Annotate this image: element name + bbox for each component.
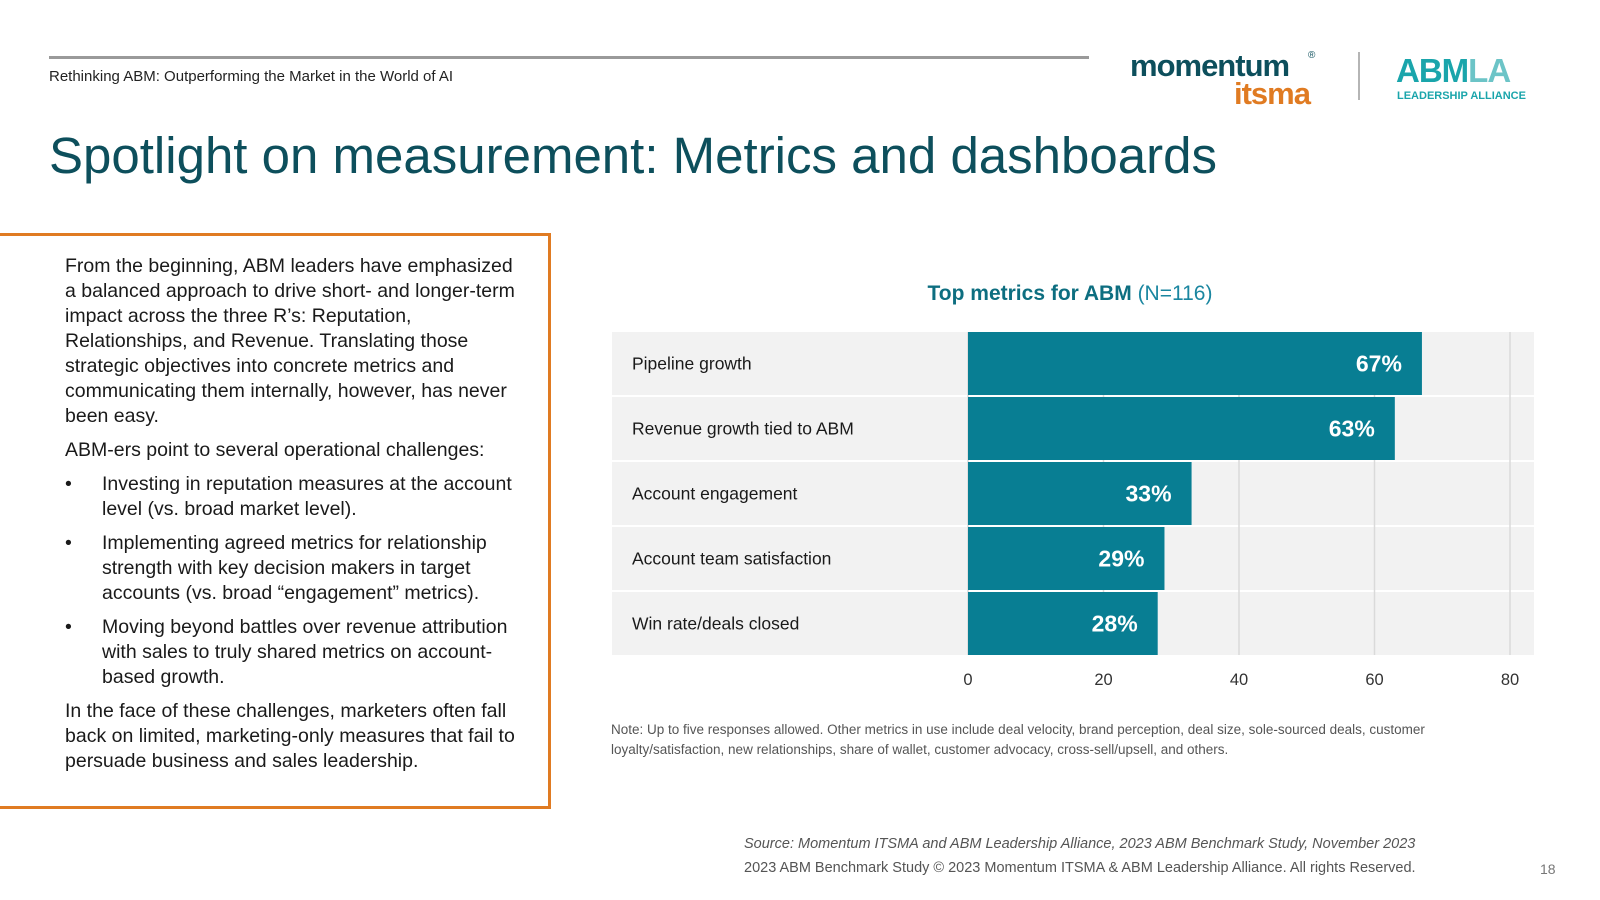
bullet-item: • Implementing agreed metrics for relatio…	[65, 531, 520, 606]
bar	[968, 397, 1395, 460]
logo-momentum-text: momentum	[1130, 48, 1290, 83]
bullet-marker: •	[65, 473, 72, 495]
data-label: 29%	[1098, 546, 1144, 572]
source-citation: Source: Momentum ITSMA and ABM Leadershi…	[744, 836, 1416, 852]
header-rule	[49, 56, 1089, 59]
bullet-text: Implementing agreed metrics for relation…	[102, 532, 487, 604]
bar	[968, 592, 1158, 655]
bar	[968, 527, 1165, 590]
logo-abmla-text: ABMLA	[1396, 52, 1511, 90]
x-tick-label: 60	[1365, 671, 1383, 689]
bullet-text: Investing in reputation measures at the …	[102, 473, 512, 520]
bullet-item: • Investing in reputation measures at the…	[65, 472, 520, 522]
bar	[968, 462, 1192, 525]
text-box: From the beginning, ABM leaders have emp…	[65, 254, 520, 783]
bullet-text: Moving beyond battles over revenue attri…	[102, 616, 508, 688]
bullet-item: • Moving beyond battles over revenue attr…	[65, 615, 520, 690]
x-tick-label: 80	[1501, 671, 1519, 689]
page-title: Spotlight on measurement: Metrics and da…	[49, 127, 1217, 184]
data-label: 28%	[1092, 611, 1138, 637]
page-number: 18	[1540, 861, 1556, 877]
x-tick-label: 40	[1230, 671, 1248, 689]
data-label: 33%	[1126, 481, 1172, 507]
x-tick-label: 20	[1094, 671, 1112, 689]
category-label: Account engagement	[632, 484, 798, 504]
data-label: 67%	[1356, 351, 1402, 377]
abmla-logo: ABMLA LEADERSHIP ALLIANCE	[1396, 48, 1566, 108]
challenges-lead: ABM-ers point to several operational cha…	[65, 439, 485, 461]
chart-title-main: Top metrics for ABM	[927, 282, 1132, 305]
logo-registered-mark: ®	[1308, 50, 1316, 61]
momentum-itsma-logo: momentum ® itsma	[1120, 46, 1340, 111]
data-label: 63%	[1329, 416, 1375, 442]
bullet-marker: •	[65, 532, 72, 554]
chart-title-sample-size: (N=116)	[1137, 282, 1213, 305]
intro-paragraph: From the beginning, ABM leaders have emp…	[65, 255, 515, 427]
closing-paragraph: In the face of these challenges, markete…	[65, 700, 515, 772]
category-label: Revenue growth tied to ABM	[632, 419, 854, 439]
text-box-border	[0, 233, 551, 809]
chart-title: Top metrics for ABM (N=116)	[600, 282, 1540, 306]
bar	[968, 332, 1422, 395]
logo-la-part: LA	[1468, 52, 1511, 89]
logo-divider	[1358, 52, 1360, 100]
logo-abmla-subtitle: LEADERSHIP ALLIANCE	[1397, 90, 1526, 102]
logo-abm-part: ABM	[1396, 52, 1469, 89]
logo-itsma-text: itsma	[1234, 76, 1311, 111]
x-tick-label: 0	[963, 671, 972, 689]
copyright-notice: 2023 ABM Benchmark Study © 2023 Momentum…	[744, 860, 1416, 876]
category-label: Account team satisfaction	[632, 549, 831, 569]
document-header: Rethinking ABM: Outperforming the Market…	[49, 68, 454, 85]
category-label: Win rate/deals closed	[632, 614, 799, 634]
category-label: Pipeline growth	[632, 354, 752, 374]
bullet-marker: •	[65, 616, 72, 638]
chart-note: Note: Up to five responses allowed. Othe…	[611, 722, 1425, 757]
